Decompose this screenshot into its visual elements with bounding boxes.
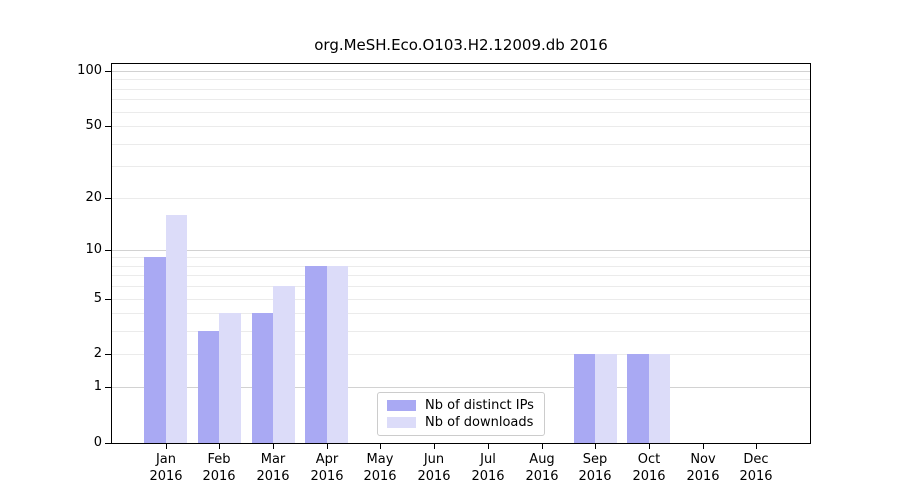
y-tick: [105, 299, 111, 300]
chart-title: org.MeSH.Eco.O103.H2.12009.db 2016: [314, 36, 608, 54]
y-axis-spine-right: [810, 63, 811, 444]
x-tick-label: Nov 2016: [686, 452, 720, 484]
bar-nb-of-distinct-ips-apr: [305, 265, 327, 443]
bar-nb-of-downloads-sep: [595, 354, 617, 443]
y-tick: [105, 387, 111, 388]
legend-item-downloads: Nb of downloads: [387, 415, 535, 430]
gridline-minor: [112, 198, 810, 199]
gridline-minor: [112, 79, 810, 80]
y-tick: [105, 126, 111, 127]
bar-nb-of-downloads-jan: [165, 214, 188, 443]
legend-label-distinct-ips: Nb of distinct IPs: [425, 398, 534, 413]
x-tick-label: Aug 2016: [525, 452, 559, 484]
gridline-minor: [112, 126, 810, 127]
y-tick-label: 50: [85, 118, 102, 133]
x-tick: [273, 444, 274, 449]
y-tick-label: 20: [85, 190, 102, 205]
x-tick: [380, 444, 381, 449]
gridline-minor: [112, 166, 810, 167]
gridline-minor: [112, 331, 810, 332]
x-tick: [434, 444, 435, 449]
x-tick: [756, 444, 757, 449]
bar-nb-of-downloads-oct: [648, 354, 671, 443]
gridline-minor: [112, 354, 810, 355]
gridline-minor: [112, 99, 810, 100]
x-tick-label: Oct 2016: [632, 452, 666, 484]
bar-nb-of-distinct-ips-mar: [251, 313, 274, 443]
legend-swatch-distinct-ips: [387, 400, 416, 411]
x-tick-label: Feb 2016: [202, 452, 236, 484]
gridline-minor: [112, 144, 810, 145]
x-tick-label: Jan 2016: [149, 452, 183, 484]
bar-nb-of-distinct-ips-oct: [627, 354, 649, 443]
x-tick-label: Jul 2016: [471, 452, 505, 484]
x-axis-spine-top: [111, 63, 811, 64]
gridline-major: [112, 71, 810, 72]
legend-label-downloads: Nb of downloads: [425, 415, 534, 430]
gridline-minor: [112, 257, 810, 258]
x-tick: [219, 444, 220, 449]
x-tick: [595, 444, 596, 449]
gridline-minor: [112, 286, 810, 287]
x-tick-label: Mar 2016: [256, 452, 290, 484]
legend-swatch-downloads: [387, 417, 416, 428]
x-tick: [327, 444, 328, 449]
x-tick: [703, 444, 704, 449]
gridline-major: [112, 387, 810, 388]
y-tick: [105, 198, 111, 199]
x-tick-label: May 2016: [363, 452, 397, 484]
gridline-minor: [112, 299, 810, 300]
legend-item-distinct-ips: Nb of distinct IPs: [387, 398, 535, 413]
y-tick-label: 5: [93, 291, 102, 306]
x-tick-label: Apr 2016: [310, 452, 344, 484]
x-tick: [166, 444, 167, 449]
y-tick: [105, 71, 111, 72]
bar-nb-of-downloads-mar: [273, 286, 295, 443]
bar-nb-of-downloads-feb: [219, 313, 241, 443]
gridline-minor: [112, 313, 810, 314]
gridline-minor: [112, 89, 810, 90]
x-tick: [488, 444, 489, 449]
bar-nb-of-distinct-ips-sep: [573, 354, 596, 443]
gridline-minor: [112, 266, 810, 267]
x-axis-spine-bottom: [111, 443, 811, 444]
y-tick-label: 10: [85, 242, 102, 257]
x-tick-label: Dec 2016: [739, 452, 773, 484]
gridline-minor: [112, 275, 810, 276]
x-tick: [649, 444, 650, 449]
y-axis-spine-left: [111, 63, 112, 444]
y-tick-label: 100: [77, 63, 102, 78]
y-tick: [105, 443, 111, 444]
y-tick: [105, 250, 111, 251]
y-tick-label: 0: [93, 435, 102, 450]
x-tick: [542, 444, 543, 449]
bar-nb-of-distinct-ips-feb: [197, 331, 220, 443]
plot-area: [112, 63, 810, 443]
y-tick: [105, 354, 111, 355]
gridline-minor: [112, 112, 810, 113]
legend: Nb of distinct IPs Nb of downloads: [377, 392, 545, 436]
y-tick-label: 1: [93, 379, 102, 394]
x-tick-label: Jun 2016: [417, 452, 451, 484]
bar-nb-of-distinct-ips-jan: [144, 257, 166, 443]
y-tick-label: 2: [93, 346, 102, 361]
x-tick-label: Sep 2016: [578, 452, 612, 484]
gridline-major: [112, 250, 810, 251]
bar-nb-of-downloads-apr: [326, 265, 349, 443]
